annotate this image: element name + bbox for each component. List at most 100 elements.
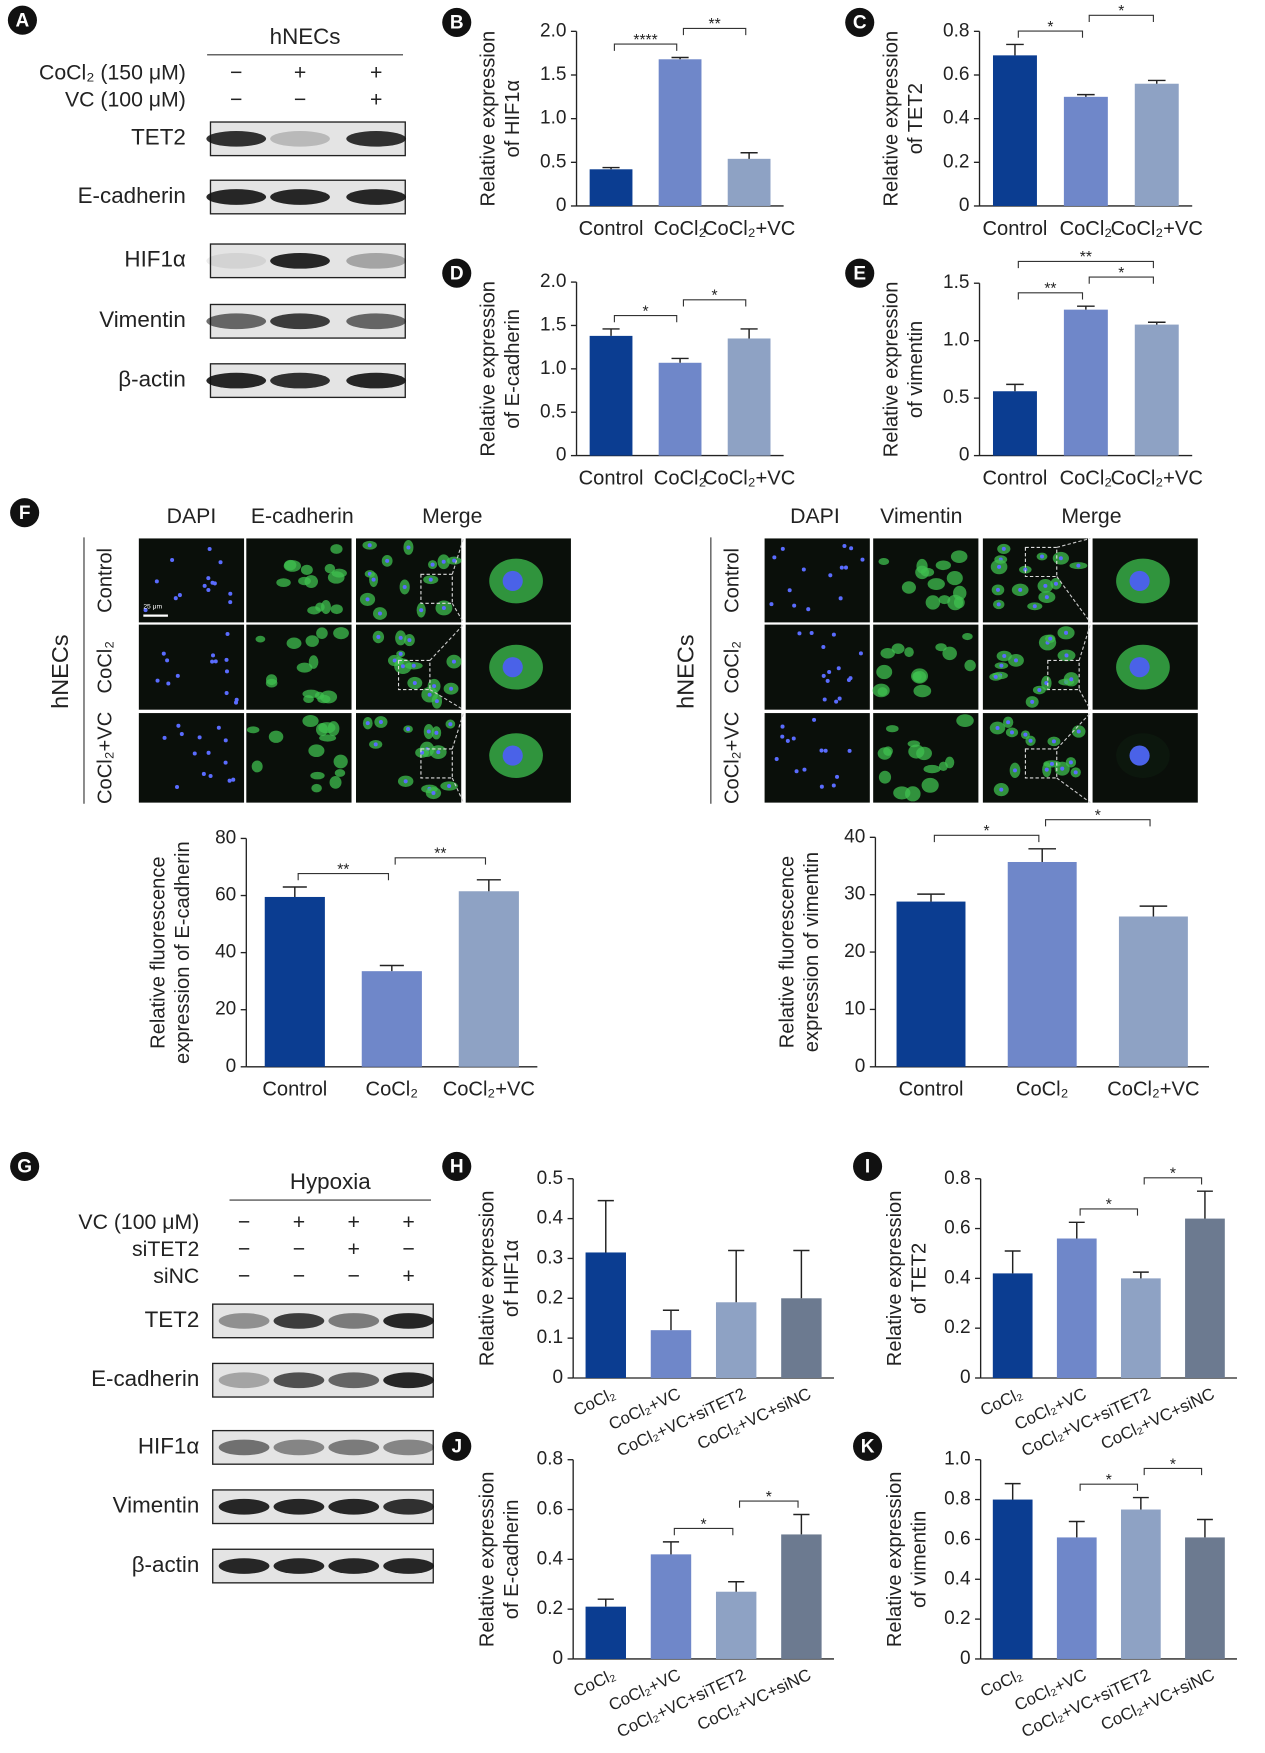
nucleus [378,720,383,725]
nucleus [207,546,212,551]
column-header: Vimentin [880,504,962,528]
nucleus [1064,630,1069,635]
blot-band [383,1372,434,1389]
zoom-nucleus [1129,570,1150,592]
bar [1120,1278,1161,1378]
x-tick-label: Control [899,1079,964,1101]
nucleus [831,632,836,637]
nucleus [1009,730,1015,735]
cell [330,604,343,615]
nucleus [825,678,830,683]
nucleus [858,651,863,656]
nucleus [1030,699,1035,704]
x-tick-label: Control [262,1079,327,1101]
nucleus [228,600,233,605]
scale-bar-label: 25 μm [143,603,162,610]
zoom-guide [451,603,464,623]
bar [589,169,633,206]
nucleus [1049,761,1054,766]
y-tick-label: 0 [556,195,567,216]
bar [264,896,325,1067]
y-tick-label: 0.5 [537,1168,563,1189]
nucleus [376,634,381,639]
nucleus [223,760,228,765]
cell [314,691,325,700]
blot-band [206,130,267,147]
significance-label: **** [633,32,657,49]
y-axis-label: Relative expression [476,1472,498,1648]
error-bar [728,1581,745,1592]
condition-sign: + [402,1264,414,1288]
significance-bracket [1045,819,1151,827]
y-tick-label: 0.2 [537,1598,563,1619]
cell [308,655,319,669]
protein-label: Vimentin [113,1493,200,1518]
nucleus [208,773,213,778]
nucleus [834,699,839,704]
micrograph [764,713,870,803]
error-bar [1004,1482,1021,1500]
condition-sign: + [402,1210,414,1234]
condition-sign: − [293,1264,305,1288]
nucleus [210,653,216,658]
zoom-nucleus [502,657,523,678]
nucleus [177,593,182,598]
panel-letter: C [853,13,867,34]
significance-label: * [1118,265,1124,282]
zoom-guide [451,538,465,575]
nucleus [819,748,824,753]
micrograph [138,624,245,710]
y-axis-label: Relative expression [478,281,500,457]
nucleus [202,583,207,588]
micrograph [764,624,870,710]
error-bar [793,1249,810,1299]
blot-band [273,1498,325,1515]
nucleus [412,681,417,686]
significance-bracket [1017,260,1154,269]
y-tick-label: 0.5 [540,151,566,172]
nucleus [161,651,166,656]
y-axis-label: of vimentin [909,1511,931,1608]
protein-label: Vimentin [99,307,186,332]
x-tick-label: Control [579,467,644,489]
bar [1063,309,1108,456]
panel-badge [442,1151,472,1181]
blot-band [206,252,267,269]
cell [300,564,313,575]
micrograph [138,713,245,803]
panel-badge [853,1151,883,1181]
condition-sign: − [238,1210,250,1234]
y-tick-label: 0 [855,1056,866,1077]
nucleus [827,669,832,675]
error-bar [1132,1496,1149,1510]
y-tick-label: 0.4 [537,1548,564,1569]
micrograph [764,538,870,623]
panel-badge [7,5,37,35]
significance-bracket [738,1500,799,1508]
row-label: Control [722,548,744,613]
blot-band [270,189,330,205]
blot-band [383,1313,434,1329]
nucleus [371,577,376,582]
bar [992,1273,1033,1378]
y-tick-label: 0.4 [944,1267,971,1288]
cell [946,571,963,586]
blot-band [218,1313,270,1329]
row-label: CoCl₂ [722,641,744,694]
protein-label: β-actin [118,367,186,392]
cell [316,627,328,639]
protein-label: TET2 [145,1307,200,1332]
bar [1185,1537,1225,1659]
cell [935,560,952,571]
nucleus [847,748,852,753]
nucleus [406,727,411,732]
significance-label: * [984,823,990,840]
column-header: DAPI [167,504,217,528]
nucleus [427,692,432,697]
significance-bracket [1088,276,1154,284]
nucleus [1060,766,1065,771]
condition-sign: − [238,1264,250,1288]
y-axis-label: Relative expression [476,1191,498,1367]
nucleus [1001,546,1006,551]
nucleus [1051,739,1056,744]
